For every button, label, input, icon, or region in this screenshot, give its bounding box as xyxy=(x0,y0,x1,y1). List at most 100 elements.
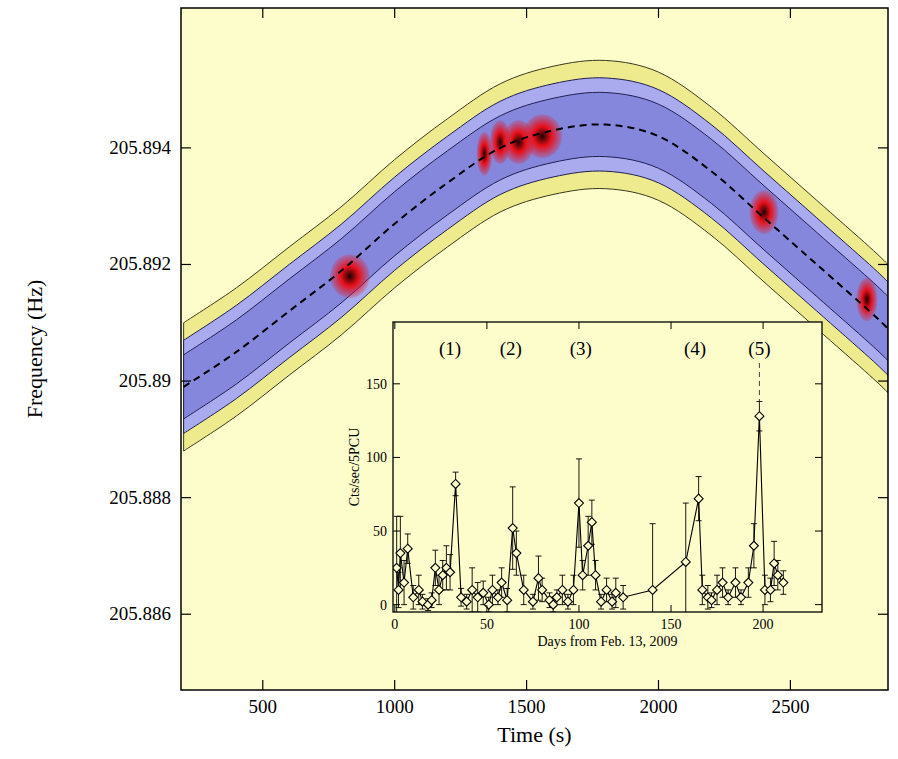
error-bar-cap xyxy=(410,585,416,586)
data-point xyxy=(400,578,409,587)
error-bar-cap xyxy=(440,560,446,561)
error-bar-cap xyxy=(419,609,425,610)
error-bar-cap xyxy=(780,570,786,571)
error-bar-cap xyxy=(453,472,459,473)
error-bar-cap xyxy=(547,592,553,593)
error-bar-cap xyxy=(705,585,711,586)
error-bar-cap xyxy=(699,575,705,576)
error-bar-cap xyxy=(576,458,582,459)
error-bar-cap xyxy=(580,560,586,561)
inset-x-tick-label: 0 xyxy=(391,617,398,632)
data-point xyxy=(707,596,716,605)
error-bar-cap xyxy=(419,594,425,595)
data-point xyxy=(749,541,758,550)
inset-y-tick-label: 50 xyxy=(373,524,387,539)
error-bar-cap xyxy=(745,567,751,568)
error-bar-cap xyxy=(650,523,656,524)
inset-x-tick-label: 150 xyxy=(661,617,682,632)
data-point xyxy=(503,596,512,605)
error-bar xyxy=(650,524,656,612)
inset-y-tick xyxy=(393,457,400,458)
data-point xyxy=(574,499,583,508)
error-bar-cap xyxy=(405,563,411,564)
error-bar-cap xyxy=(570,575,576,576)
y-tick-label: 205.892 xyxy=(109,253,171,274)
data-point xyxy=(468,585,477,594)
error-bar-cap xyxy=(589,500,595,501)
y-tick-label: 205.888 xyxy=(109,487,171,508)
data-point xyxy=(766,585,775,594)
error-bar-cap xyxy=(510,569,516,570)
data-point xyxy=(619,593,628,602)
inset-x-tick xyxy=(486,605,487,612)
error-bar-cap xyxy=(771,541,777,542)
annotation-guide xyxy=(759,363,760,401)
page-background xyxy=(0,0,898,759)
error-bar-cap xyxy=(762,604,768,605)
error-bar-cap xyxy=(539,601,545,602)
error-bar-cap xyxy=(585,516,591,517)
x-tick-label: 1000 xyxy=(376,696,414,717)
inset-x-tick xyxy=(578,605,579,612)
y-tick xyxy=(181,497,191,498)
error-bar-stem xyxy=(652,524,653,612)
error-bar-cap xyxy=(593,589,599,590)
x-tick-label: 1500 xyxy=(508,696,546,717)
y-tick xyxy=(878,147,888,148)
inset-x-tick xyxy=(486,322,487,329)
error-bar-cap xyxy=(559,604,565,605)
x-tick xyxy=(658,680,659,690)
error-bar-cap xyxy=(559,575,565,576)
plot-frame xyxy=(181,8,888,690)
data-point xyxy=(488,585,497,594)
y-tick xyxy=(181,147,191,148)
data-point xyxy=(512,549,521,558)
error-bar-cap xyxy=(620,609,626,610)
inset-y-tick-label: 150 xyxy=(366,377,387,392)
error-bar-cap xyxy=(429,592,435,593)
error-bar-cap xyxy=(521,575,527,576)
inset-y-tick xyxy=(393,604,400,605)
data-point xyxy=(718,578,727,587)
data-point xyxy=(558,585,567,594)
error-bar-cap xyxy=(469,567,475,568)
data-point xyxy=(394,585,403,594)
error-bar-cap xyxy=(705,609,711,610)
error-bar-cap xyxy=(751,523,757,524)
inset-x-tick xyxy=(671,605,672,612)
y-tick xyxy=(878,264,888,265)
x-tick-label: 2500 xyxy=(771,696,809,717)
error-bar-cap xyxy=(425,610,431,611)
error-bar-cap xyxy=(510,486,516,487)
error-bar-cap xyxy=(565,594,571,595)
inset-x-tick xyxy=(763,322,764,329)
data-point xyxy=(431,563,440,572)
data-point xyxy=(552,593,561,602)
inset-x-tick xyxy=(578,322,579,329)
y-tick xyxy=(181,264,191,265)
y-tick xyxy=(181,380,191,381)
data-point xyxy=(393,563,401,572)
inset-frame xyxy=(393,322,822,612)
inset-background xyxy=(393,322,822,612)
data-point xyxy=(414,585,423,594)
data-point xyxy=(578,571,587,580)
inset-x-tick xyxy=(394,322,395,329)
y-tick xyxy=(181,614,191,615)
x-tick xyxy=(790,680,791,690)
inset-y-tick xyxy=(815,457,822,458)
data-point xyxy=(446,568,455,577)
error-bar-cap xyxy=(464,594,470,595)
error-bar-cap xyxy=(489,575,495,576)
data-point xyxy=(731,578,740,587)
data-point xyxy=(591,571,600,580)
error-bar-cap xyxy=(613,607,619,608)
error-bar-cap xyxy=(513,575,519,576)
error-bar-cap xyxy=(699,604,705,605)
error-bar-cap xyxy=(709,592,715,593)
data-point xyxy=(508,524,517,533)
data-point xyxy=(755,412,764,421)
error-bar-cap xyxy=(580,589,586,590)
error-bar-cap xyxy=(396,607,402,608)
inset-x-tick-label: 100 xyxy=(568,617,589,632)
